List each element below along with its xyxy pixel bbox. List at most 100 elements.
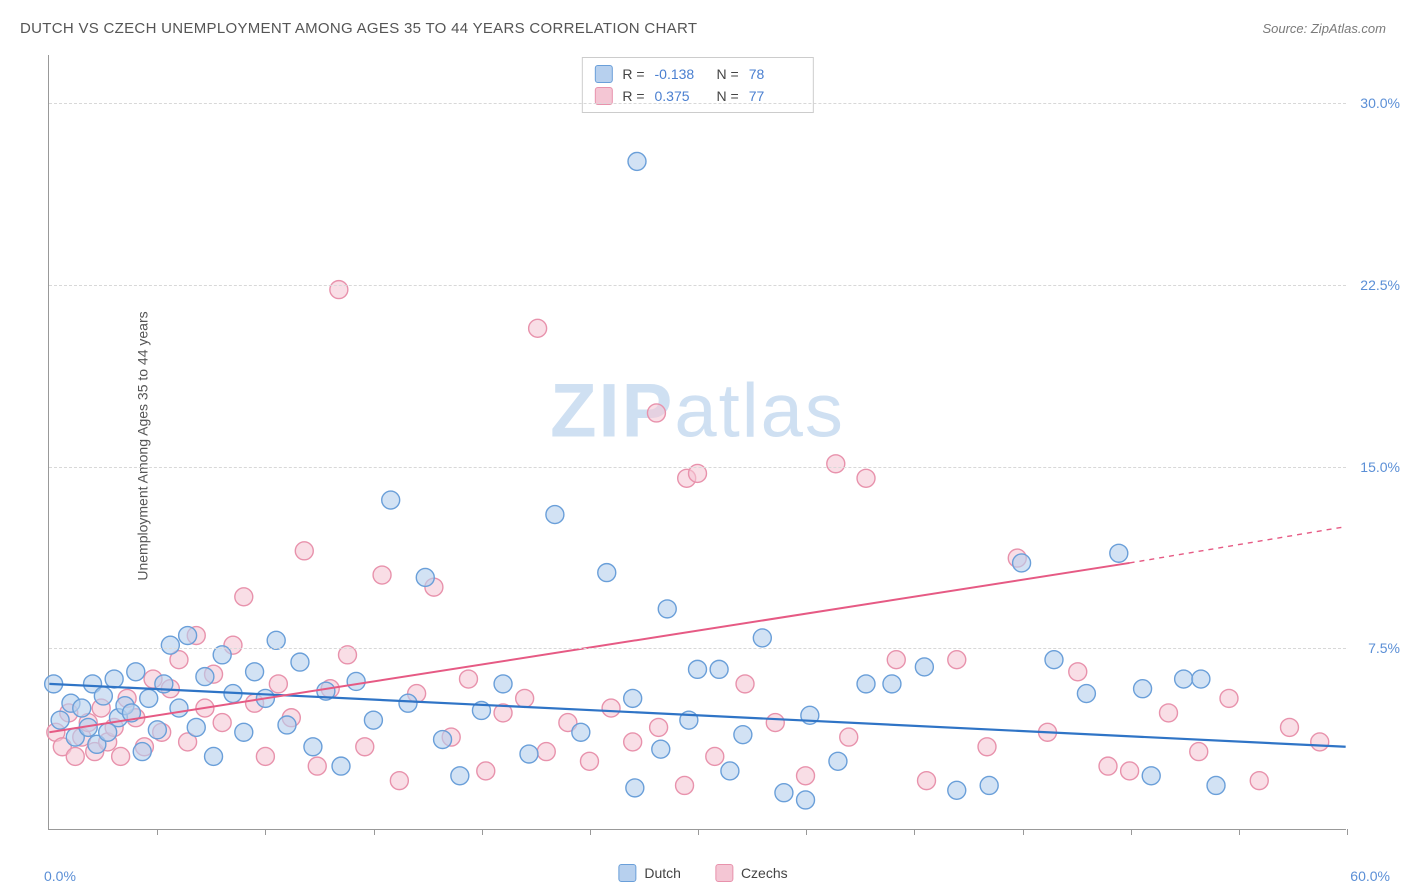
- point-czechs: [766, 714, 784, 732]
- point-dutch: [494, 675, 512, 693]
- point-dutch: [161, 636, 179, 654]
- y-tick-label: 15.0%: [1360, 459, 1400, 475]
- point-czechs: [1281, 718, 1299, 736]
- point-czechs: [1069, 663, 1087, 681]
- legend-label-dutch: Dutch: [644, 865, 681, 881]
- point-dutch: [382, 491, 400, 509]
- point-dutch: [753, 629, 771, 647]
- x-tick: [265, 829, 266, 835]
- point-dutch: [1077, 685, 1095, 703]
- point-czechs: [1311, 733, 1329, 751]
- point-czechs: [602, 699, 620, 717]
- x-tick: [806, 829, 807, 835]
- x-tick: [482, 829, 483, 835]
- point-czechs: [676, 776, 694, 794]
- trendline-czechs-extrapolated: [1130, 527, 1346, 563]
- point-dutch: [105, 670, 123, 688]
- point-dutch: [235, 723, 253, 741]
- y-tick-label: 7.5%: [1368, 640, 1400, 656]
- point-dutch: [187, 718, 205, 736]
- gridline-h: [49, 285, 1346, 286]
- point-dutch: [1192, 670, 1210, 688]
- x-tick: [1023, 829, 1024, 835]
- point-czechs: [295, 542, 313, 560]
- point-dutch: [572, 723, 590, 741]
- x-max-label: 60.0%: [1350, 868, 1390, 884]
- point-dutch: [628, 152, 646, 170]
- point-czechs: [1190, 743, 1208, 761]
- point-czechs: [650, 718, 668, 736]
- point-dutch: [399, 694, 417, 712]
- y-tick-label: 22.5%: [1360, 277, 1400, 293]
- legend-swatch-czechs: [715, 864, 733, 882]
- point-czechs: [624, 733, 642, 751]
- point-czechs: [308, 757, 326, 775]
- legend-bottom: Dutch Czechs: [618, 864, 787, 882]
- point-czechs: [356, 738, 374, 756]
- legend-label-czechs: Czechs: [741, 865, 788, 881]
- point-dutch: [196, 668, 214, 686]
- source-name: ZipAtlas.com: [1311, 21, 1386, 36]
- point-dutch: [291, 653, 309, 671]
- point-czechs: [827, 455, 845, 473]
- point-czechs: [529, 319, 547, 337]
- point-czechs: [269, 675, 287, 693]
- point-czechs: [1220, 689, 1238, 707]
- x-origin-label: 0.0%: [44, 868, 76, 884]
- x-tick: [590, 829, 591, 835]
- gridline-h: [49, 648, 1346, 649]
- point-czechs: [330, 281, 348, 299]
- point-dutch: [332, 757, 350, 775]
- point-dutch: [205, 747, 223, 765]
- point-czechs: [516, 689, 534, 707]
- x-tick: [914, 829, 915, 835]
- point-dutch: [278, 716, 296, 734]
- x-tick: [1347, 829, 1348, 835]
- point-dutch: [1110, 544, 1128, 562]
- point-dutch: [626, 779, 644, 797]
- point-czechs: [978, 738, 996, 756]
- point-dutch: [689, 660, 707, 678]
- point-dutch: [775, 784, 793, 802]
- point-dutch: [734, 726, 752, 744]
- point-dutch: [434, 731, 452, 749]
- point-dutch: [658, 600, 676, 618]
- chart-title: DUTCH VS CZECH UNEMPLOYMENT AMONG AGES 3…: [20, 20, 697, 37]
- point-czechs: [918, 772, 936, 790]
- point-czechs: [373, 566, 391, 584]
- point-dutch: [652, 740, 670, 758]
- point-czechs: [1160, 704, 1178, 722]
- gridline-h: [49, 103, 1346, 104]
- point-dutch: [1134, 680, 1152, 698]
- x-tick: [1239, 829, 1240, 835]
- point-czechs: [390, 772, 408, 790]
- point-czechs: [580, 752, 598, 770]
- point-dutch: [721, 762, 739, 780]
- point-dutch: [304, 738, 322, 756]
- point-dutch: [73, 699, 91, 717]
- point-czechs: [647, 404, 665, 422]
- point-dutch: [140, 689, 158, 707]
- point-czechs: [840, 728, 858, 746]
- point-dutch: [546, 506, 564, 524]
- point-czechs: [887, 651, 905, 669]
- point-dutch: [520, 745, 538, 763]
- x-tick: [157, 829, 158, 835]
- point-dutch: [246, 663, 264, 681]
- point-dutch: [1045, 651, 1063, 669]
- point-czechs: [235, 588, 253, 606]
- point-czechs: [1121, 762, 1139, 780]
- point-czechs: [459, 670, 477, 688]
- point-dutch: [51, 711, 69, 729]
- point-dutch: [797, 791, 815, 809]
- point-czechs: [1099, 757, 1117, 775]
- point-czechs: [66, 747, 84, 765]
- point-dutch: [364, 711, 382, 729]
- legend-item-dutch: Dutch: [618, 864, 681, 882]
- point-dutch: [1013, 554, 1031, 572]
- point-czechs: [948, 651, 966, 669]
- point-dutch: [179, 627, 197, 645]
- point-dutch: [451, 767, 469, 785]
- point-dutch: [1207, 776, 1225, 794]
- point-dutch: [416, 568, 434, 586]
